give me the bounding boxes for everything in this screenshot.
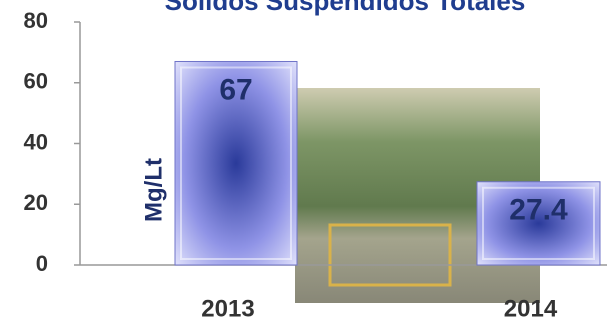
y-axis-label: Mg/Lt [140, 158, 167, 222]
y-tick-label: 40 [24, 129, 48, 154]
bar-bevel [180, 66, 292, 260]
x-tick-label: 2013 [201, 295, 254, 322]
y-tick-label: 60 [24, 69, 48, 94]
value-label: 27.4 [509, 194, 568, 227]
bar-bevel [482, 186, 595, 261]
y-tick-label: 20 [24, 190, 48, 215]
chart-title: Solidos Suspendidos Totales [165, 0, 526, 16]
y-tick-label: 80 [24, 8, 48, 33]
photo-structure [328, 223, 452, 287]
x-tick-label: 2014 [504, 295, 558, 322]
bar [174, 60, 298, 266]
value-label: 67 [219, 73, 252, 106]
y-tick-label: 0 [36, 251, 48, 276]
bar [476, 181, 601, 266]
